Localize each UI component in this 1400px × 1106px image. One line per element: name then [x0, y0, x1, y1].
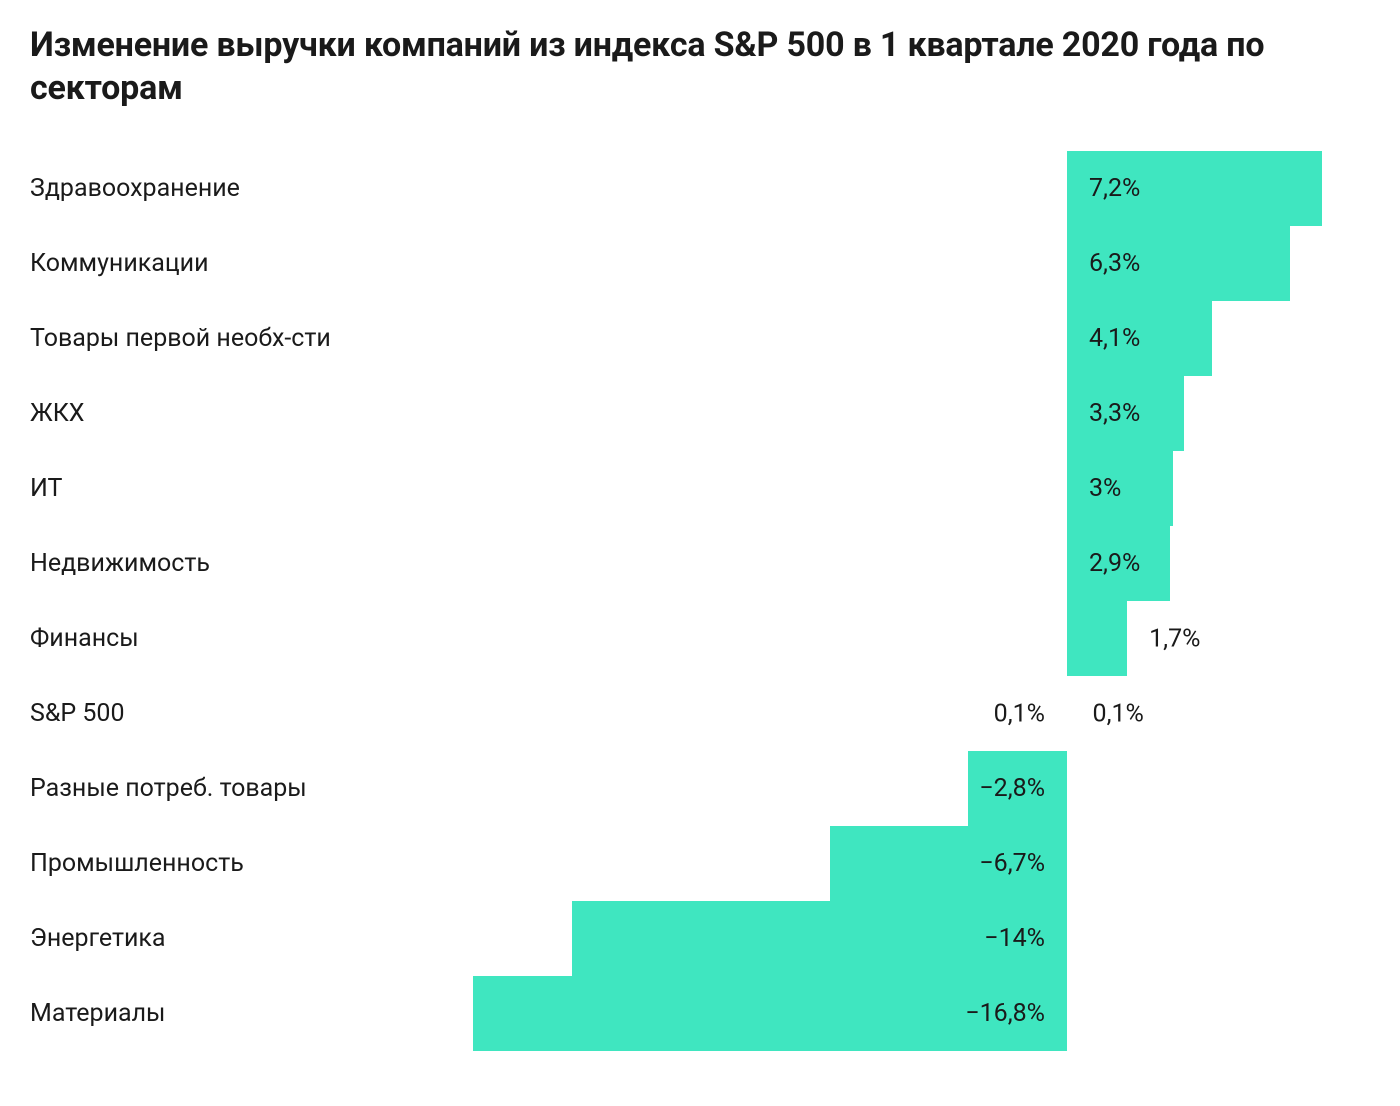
bar-value: −14%: [984, 924, 1067, 953]
chart-row: Финансы 1,7%: [30, 601, 1370, 676]
bar-cell: 6,3%: [360, 226, 1370, 301]
bar: 7,2%: [1067, 151, 1322, 226]
bar: 3%: [1067, 451, 1173, 526]
bar-cell: 1,7%: [360, 601, 1370, 676]
bar-value: 3%: [1067, 474, 1121, 503]
bar-value: −6,7%: [979, 849, 1067, 878]
row-label: S&P 500: [30, 699, 360, 729]
row-label: Разные потреб. товары: [30, 774, 360, 804]
bar: −2,8%: [968, 751, 1067, 826]
chart-title: Изменение выручки компаний из индекса S&…: [30, 24, 1370, 109]
bar-cell: 3,3%: [360, 376, 1370, 451]
bar-value: −2,8%: [979, 774, 1067, 803]
row-label: Товары первой необх-сти: [30, 324, 360, 354]
chart-row: Энергетика −14%: [30, 901, 1370, 976]
chart-row: Коммуникации 6,3%: [30, 226, 1370, 301]
bar-cell: −6,7%: [360, 826, 1370, 901]
bar-value: −16,8%: [965, 999, 1067, 1028]
row-label: ЖКХ: [30, 399, 360, 429]
bar: 4,1%: [1067, 301, 1212, 376]
bar-cell: 3%: [360, 451, 1370, 526]
chart-row: Разные потреб. товары −2,8%: [30, 751, 1370, 826]
bar-value: 6,3%: [1067, 249, 1140, 278]
bar: 3,3%: [1067, 376, 1184, 451]
diverging-bar-chart: Здравоохранение 7,2% Коммуникации 6,3% Товар…: [30, 151, 1370, 1051]
bar-cell: −14%: [360, 901, 1370, 976]
chart-row: Товары первой необх-сти 4,1%: [30, 301, 1370, 376]
bar-value: 0,1%: [1093, 699, 1144, 728]
chart-row: Здравоохранение 7,2%: [30, 151, 1370, 226]
row-label: ИТ: [30, 474, 360, 504]
bar: −6,7%: [830, 826, 1067, 901]
chart-row: ИТ 3%: [30, 451, 1370, 526]
row-label: Промышленность: [30, 849, 360, 879]
bar-value: 1,7%: [1149, 624, 1200, 653]
chart-page: Изменение выручки компаний из индекса S&…: [0, 0, 1400, 1106]
bar: 6,3%: [1067, 226, 1290, 301]
bar: 2,9%: [1067, 526, 1170, 601]
bar-cell: −2,8%: [360, 751, 1370, 826]
bar-cell: 2,9%: [360, 526, 1370, 601]
bar-value: 2,9%: [1067, 549, 1140, 578]
chart-row: ЖКХ 3,3%: [30, 376, 1370, 451]
bar-value: 4,1%: [1067, 324, 1140, 353]
bar-cell: 7,2%: [360, 151, 1370, 226]
row-label: Финансы: [30, 624, 360, 654]
bar: [1067, 601, 1127, 676]
bar: −16,8%: [473, 976, 1067, 1051]
row-label: Коммуникации: [30, 249, 360, 279]
chart-row: S&P 500 0,1% 0,1%: [30, 676, 1370, 751]
bar: −14%: [572, 901, 1067, 976]
row-label: Недвижимость: [30, 549, 360, 579]
bar-value: 0,1%: [994, 699, 1045, 728]
bar-value: 7,2%: [1067, 174, 1140, 203]
bar-cell: 4,1%: [360, 301, 1370, 376]
chart-row: Промышленность −6,7%: [30, 826, 1370, 901]
row-label: Материалы: [30, 999, 360, 1029]
bar-cell: −16,8%: [360, 976, 1370, 1051]
row-label: Энергетика: [30, 924, 360, 954]
chart-row: Материалы −16,8%: [30, 976, 1370, 1051]
row-label: Здравоохранение: [30, 174, 360, 204]
chart-row: Недвижимость 2,9%: [30, 526, 1370, 601]
bar-cell: 0,1% 0,1%: [360, 676, 1370, 751]
bar-value: 3,3%: [1067, 399, 1140, 428]
